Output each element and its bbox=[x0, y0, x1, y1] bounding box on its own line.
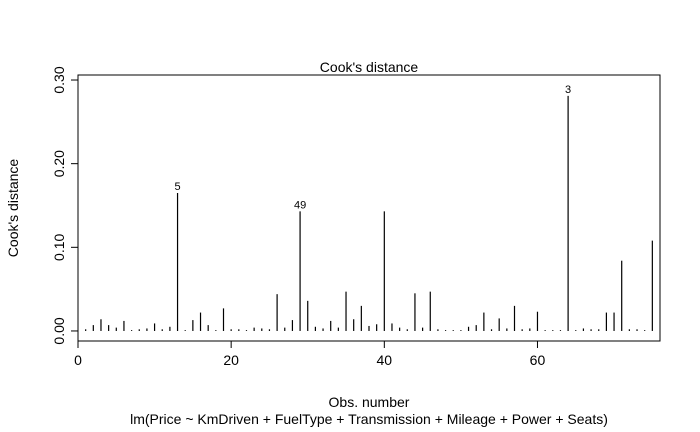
y-axis-title: Cook's distance bbox=[5, 159, 21, 258]
x-axis-title: Obs. number bbox=[329, 394, 410, 410]
y-tick-label: 0.00 bbox=[51, 317, 67, 344]
y-axis: 0.00 0.10 0.20 0.30 bbox=[51, 66, 79, 345]
plot-frame bbox=[77, 74, 661, 342]
x-axis: 0 20 40 60 bbox=[74, 340, 546, 368]
y-tick-label: 0.20 bbox=[51, 150, 67, 177]
y-tick-label: 0.30 bbox=[51, 66, 67, 93]
x-tick-label: 40 bbox=[377, 352, 393, 368]
x-tick-label: 20 bbox=[223, 352, 239, 368]
point-label: 5 bbox=[174, 181, 180, 193]
x-tick-label: 0 bbox=[74, 352, 82, 368]
point-annotations: 5 49 3 bbox=[174, 84, 571, 211]
x-tick-label: 60 bbox=[530, 352, 546, 368]
y-tick-label: 0.10 bbox=[51, 233, 67, 260]
cooks-distance-sticks bbox=[85, 95, 653, 331]
point-label: 3 bbox=[565, 84, 571, 96]
point-label: 49 bbox=[294, 199, 306, 211]
model-formula-subtitle: lm(Price ~ KmDriven + FuelType + Transmi… bbox=[130, 411, 608, 427]
chart-title: Cook's distance bbox=[320, 59, 419, 75]
